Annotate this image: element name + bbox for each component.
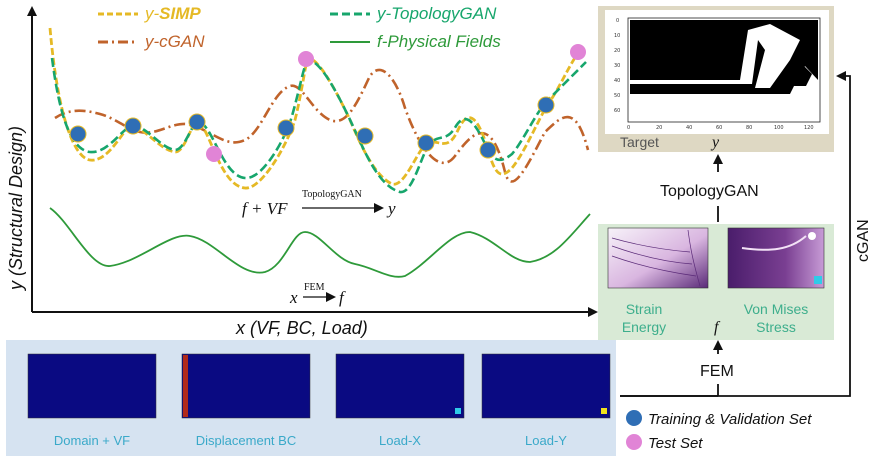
- flow-topologygan-label: TopologyGAN: [660, 183, 759, 200]
- target-xtick: 60: [716, 125, 722, 131]
- legend-topologygan: y-TopologyGAN: [376, 4, 497, 23]
- training-set-label: Training & Validation Set: [648, 411, 812, 428]
- training-point: [417, 134, 435, 152]
- legend: y-SIMP y-cGAN y-TopologyGAN f-Physical F…: [98, 4, 501, 51]
- target-ytick: 30: [614, 63, 620, 69]
- training-point: [124, 117, 142, 135]
- input-load-x-plot: [335, 353, 465, 419]
- test-point: [570, 44, 586, 60]
- stress-streak: [741, 235, 807, 251]
- target-label: Target: [620, 134, 659, 150]
- target-xtick: 40: [686, 125, 692, 131]
- y-axis-label: y (Structural Design): [6, 126, 26, 292]
- training-point: [188, 113, 206, 131]
- cgan-curve: [54, 68, 590, 183]
- flow-cgan-label: cGAN: [855, 219, 870, 262]
- topologygan-curve: [50, 57, 587, 194]
- stress-hotspot: [808, 232, 816, 240]
- target-ytick: 50: [614, 93, 620, 99]
- fem-map-left: x: [289, 288, 298, 307]
- input-load-x-label: Load-X: [379, 433, 421, 448]
- x-axis-label: x (VF, BC, Load): [235, 318, 368, 338]
- von-mises-plot: [727, 227, 825, 289]
- target-void-2: [768, 34, 792, 82]
- legend-cgan: y-cGAN: [144, 32, 205, 51]
- target-panel: 0 10 20 30 40 50 60 0 20 40 60 80 100 12…: [598, 6, 834, 152]
- strain-label-1: Strain: [626, 301, 663, 317]
- target-void-3: [630, 66, 818, 102]
- test-set-label: Test Set: [648, 435, 703, 452]
- topologygan-mapping: f + VF TopologyGAN y: [242, 189, 396, 218]
- fem-map-over: FEM: [304, 282, 325, 293]
- strain-energy-plot: [607, 227, 709, 289]
- input-load-y-plot: [481, 353, 611, 419]
- load-y-mark: [601, 408, 607, 414]
- fields-f-symbol: f: [714, 319, 721, 336]
- input-domain-vf-plot: [27, 353, 157, 419]
- target-xtick: 100: [774, 125, 784, 131]
- target-y-symbol: y: [710, 134, 720, 151]
- physical-fields-curve: [49, 207, 591, 278]
- training-point: [537, 96, 555, 114]
- training-validation-points: [69, 96, 555, 159]
- load-x-mark: [455, 408, 461, 414]
- mapping-left: f + VF: [242, 199, 288, 218]
- training-point: [69, 125, 87, 143]
- target-ytick: 10: [614, 33, 620, 39]
- target-xtick: 20: [656, 125, 662, 131]
- legend-physical: f-Physical Fields: [377, 32, 501, 51]
- legend-simp: y-SIMP: [144, 4, 201, 23]
- input-load-y-label: Load-Y: [525, 433, 567, 448]
- target-ytick: 0: [616, 18, 619, 24]
- training-point: [277, 119, 295, 137]
- test-set-swatch: [626, 434, 642, 450]
- main-axes: [27, 6, 598, 317]
- target-ytick: 60: [614, 108, 620, 114]
- target-ytick: 40: [614, 78, 620, 84]
- inputs-panel: Domain + VF Displacement BC Load-X Load-…: [6, 340, 616, 456]
- curves: [48, 27, 591, 278]
- fem-map-right: f: [339, 288, 346, 307]
- stress-label-2: Stress: [756, 319, 796, 335]
- strain-label-2: Energy: [622, 319, 666, 335]
- stress-load-mark: [814, 276, 822, 284]
- training-point: [356, 127, 374, 145]
- input-domain-vf-label: Domain + VF: [54, 433, 130, 448]
- target-ytick: 20: [614, 48, 620, 54]
- mapping-over: TopologyGAN: [302, 189, 362, 200]
- target-xtick: 0: [627, 125, 630, 131]
- test-point: [206, 146, 222, 162]
- fields-panel: Strain Energy Von Mises Stress f: [598, 224, 834, 340]
- input-displacement-bc-label: Displacement BC: [196, 433, 296, 448]
- mapping-right: y: [386, 199, 396, 218]
- target-xtick: 80: [746, 125, 752, 131]
- cgan-arrow: [620, 71, 851, 397]
- training-set-swatch: [626, 410, 642, 426]
- input-displacement-bc-plot: [181, 353, 311, 419]
- test-point: [298, 51, 314, 67]
- training-point: [479, 141, 497, 159]
- target-void-1: [630, 24, 800, 88]
- fem-mapping: x FEM f: [289, 282, 346, 307]
- set-legend: Training & Validation Set Test Set: [626, 410, 812, 452]
- stress-label-1: Von Mises: [744, 301, 809, 317]
- bc-bar: [183, 355, 188, 417]
- target-bar: [794, 60, 812, 86]
- strain-contours: [611, 229, 701, 287]
- target-xtick: 120: [804, 125, 814, 131]
- target-structure: [630, 20, 818, 102]
- test-points: [206, 44, 586, 162]
- flow-fem-label: FEM: [700, 363, 734, 380]
